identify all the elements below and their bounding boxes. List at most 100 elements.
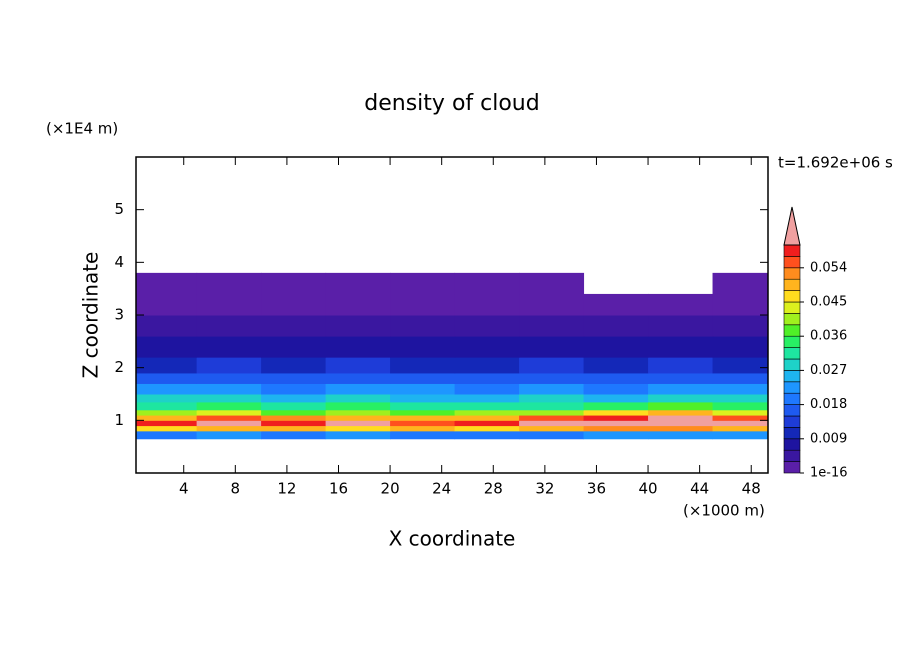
contour-cell xyxy=(454,409,520,416)
contour-cell xyxy=(136,272,198,295)
contour-cell xyxy=(390,383,456,395)
contour-cell xyxy=(136,425,198,432)
colorbar-band xyxy=(783,324,801,337)
contour-cell xyxy=(136,430,198,440)
contour-cell xyxy=(583,409,649,416)
contour-cell xyxy=(390,315,456,337)
x-axis-label: X coordinate xyxy=(389,527,516,551)
contour-cell xyxy=(325,272,391,295)
colorbar-band xyxy=(783,438,801,451)
contour-cell xyxy=(196,357,262,374)
colorbar-label: 0.018 xyxy=(810,397,847,412)
x-tick-label: 40 xyxy=(639,480,658,498)
contour-cell xyxy=(136,315,198,337)
contour-cell xyxy=(261,272,327,295)
contour-cell xyxy=(583,372,649,384)
contour-cell xyxy=(583,383,649,395)
contour-cell xyxy=(325,383,391,395)
colorbar-band xyxy=(783,278,801,291)
contour-cell xyxy=(390,415,456,421)
contour-cell xyxy=(648,372,714,384)
contour-cell xyxy=(390,336,456,358)
contour-cell xyxy=(583,315,649,337)
chart-title: density of cloud xyxy=(364,91,539,116)
contour-cell xyxy=(712,420,769,427)
contour-cell xyxy=(712,394,769,403)
y-tick-label: 2 xyxy=(114,358,124,376)
contour-cell xyxy=(583,420,649,427)
contour-cell xyxy=(390,430,456,440)
contour-cell xyxy=(454,293,520,316)
contour-cell xyxy=(261,425,327,432)
contour-cell xyxy=(712,315,769,337)
contour-cell xyxy=(712,336,769,358)
colorbar-band xyxy=(783,427,801,440)
contour-cell xyxy=(261,394,327,403)
contour-cell xyxy=(196,409,262,416)
contour-cell xyxy=(648,383,714,395)
colorbar-band xyxy=(783,449,801,462)
colorbar-band xyxy=(783,267,801,280)
contour-cell xyxy=(519,357,585,374)
x-tick-label: 44 xyxy=(690,480,709,498)
contour-cell xyxy=(519,430,585,440)
contour-cell xyxy=(583,357,649,374)
y-tick-label: 4 xyxy=(114,253,124,271)
colorbar-label: 0.045 xyxy=(810,295,847,310)
colorbar-band xyxy=(783,313,801,326)
colorbar-band xyxy=(783,290,801,303)
colorbar-band xyxy=(783,347,801,360)
contour-cell xyxy=(261,409,327,416)
contour-cell xyxy=(519,383,585,395)
x-unit: (×1000 m) xyxy=(683,502,765,520)
contour-cell xyxy=(583,415,649,421)
contour-cell xyxy=(454,401,520,411)
colorbar-band xyxy=(783,381,801,394)
contour-cell xyxy=(712,383,769,395)
contour-cell xyxy=(648,430,714,440)
colorbar-band xyxy=(783,244,801,257)
colorbar-label: 0.009 xyxy=(810,431,847,446)
contour-cell xyxy=(454,430,520,440)
contour-cell xyxy=(325,420,391,427)
contour-cell xyxy=(648,315,714,337)
colorbar-label: 0.054 xyxy=(810,260,847,275)
contour-cell xyxy=(583,430,649,440)
contour-cell xyxy=(648,409,714,416)
contour-cell xyxy=(712,372,769,384)
contour-cell xyxy=(136,336,198,358)
contour-cell xyxy=(648,425,714,432)
contour-cell xyxy=(325,394,391,403)
contour-cell xyxy=(261,415,327,421)
contour-cell xyxy=(261,420,327,427)
colorbar-label: 1e-16 xyxy=(810,466,848,481)
contour-cell xyxy=(390,425,456,432)
y-unit: (×1E4 m) xyxy=(46,120,118,138)
contour-cell xyxy=(648,336,714,358)
contour-cell xyxy=(519,293,585,316)
contour-cell xyxy=(136,415,198,421)
contour-cell xyxy=(648,420,714,427)
contour-cell xyxy=(519,315,585,337)
contour-cell xyxy=(136,372,198,384)
contour-cell xyxy=(648,394,714,403)
contour-cell xyxy=(196,415,262,421)
contour-cell xyxy=(519,372,585,384)
colorbar-label: 0.036 xyxy=(810,329,847,344)
y-tick-label: 5 xyxy=(114,200,124,218)
colorbar-band xyxy=(783,358,801,371)
contour-cell xyxy=(583,425,649,432)
contour-cell xyxy=(390,372,456,384)
contour-cell xyxy=(390,409,456,416)
contour-cell xyxy=(390,293,456,316)
contour-cell xyxy=(196,394,262,403)
contour-cell xyxy=(196,425,262,432)
contour-cell xyxy=(196,372,262,384)
contour-cell xyxy=(519,425,585,432)
contour-cell xyxy=(325,372,391,384)
contour-cell xyxy=(325,315,391,337)
contour-cell xyxy=(261,401,327,411)
contour-cell xyxy=(261,430,327,440)
contour-cell xyxy=(454,336,520,358)
